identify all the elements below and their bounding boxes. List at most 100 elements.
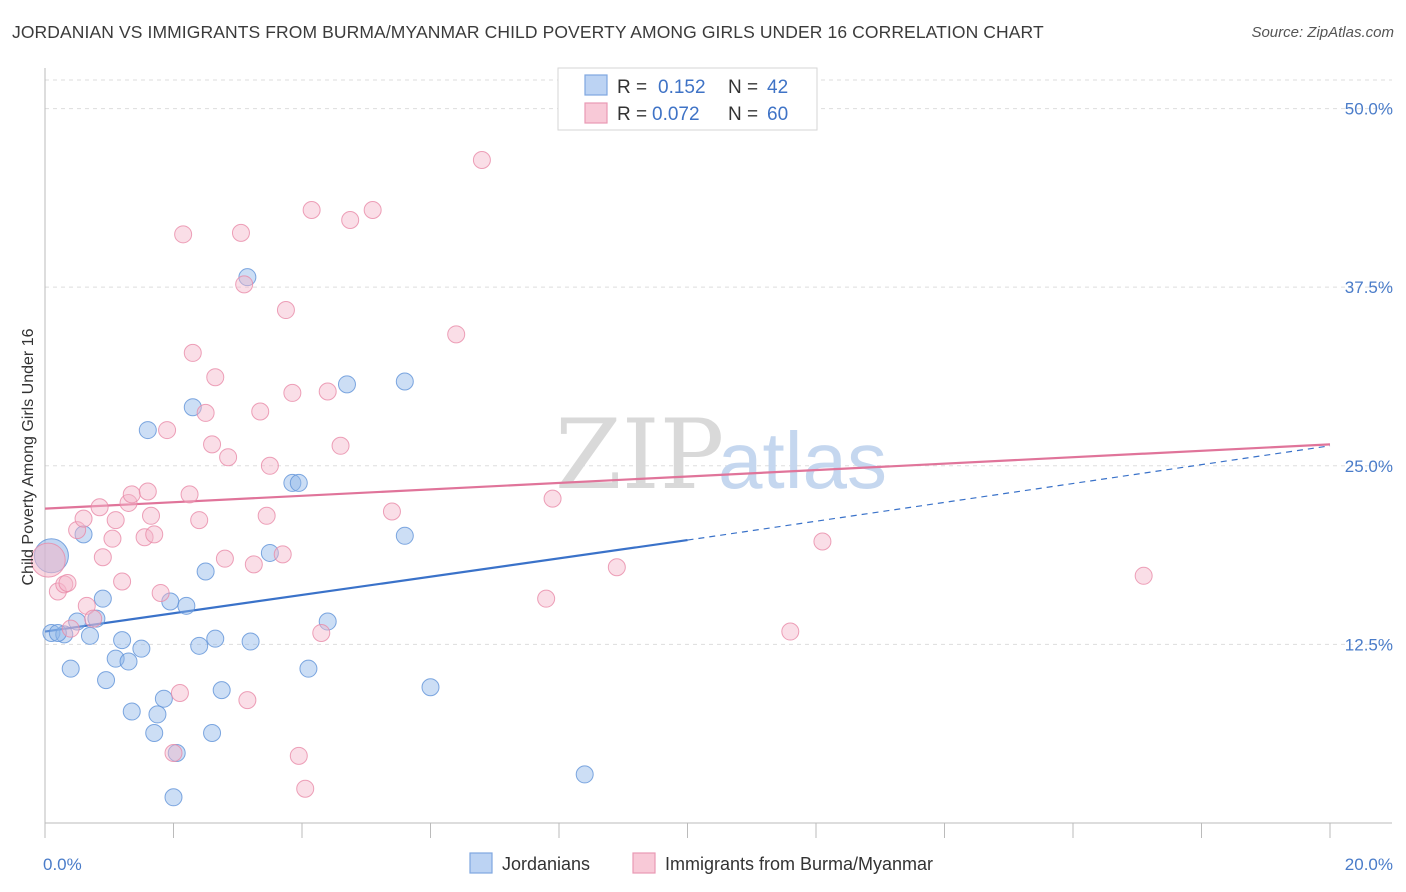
legend-n-label-2: N =	[728, 104, 758, 125]
point-burma-17	[138, 482, 157, 501]
point-burma-53	[472, 151, 491, 170]
point-burma-58	[813, 532, 832, 551]
trend-lines	[44, 443, 1331, 633]
legend-r-value-1: 0.152	[658, 77, 706, 98]
point-burma-20	[151, 583, 170, 602]
point-jordanians-12	[119, 652, 138, 671]
point-jordanians-35	[318, 612, 337, 631]
point-burma-50	[363, 201, 382, 220]
point-burma-48	[331, 436, 350, 455]
legend-n-value-1: 42	[767, 77, 788, 98]
point-burma-42	[283, 383, 302, 402]
y-tick-labels: 12.5% 25.0% 37.5% 50.0%	[1345, 100, 1393, 655]
point-burma-19	[145, 525, 164, 544]
point-burma-34	[235, 275, 254, 294]
legend-r-value-2: 0.072	[652, 104, 700, 125]
point-jordanians-21	[164, 788, 183, 807]
point-burma-30	[206, 368, 225, 387]
point-burma-27	[190, 511, 209, 530]
point-jordanians-28	[212, 681, 231, 700]
point-jordanians-9	[97, 671, 116, 690]
point-jordanians-22	[177, 596, 196, 615]
point-burma-22	[164, 743, 183, 762]
source-label: Source: ZipAtlas.com	[1251, 24, 1394, 41]
point-jordanians-32	[283, 473, 302, 492]
point-burma-37	[251, 402, 270, 421]
point-burma-21	[158, 421, 177, 440]
y-axis-label: Child Poverty Among Girls Under 16	[20, 328, 37, 585]
point-burma-39	[260, 456, 279, 475]
point-burma-2	[55, 575, 74, 594]
point-burma-5	[68, 521, 87, 540]
legend-swatch-jordanians	[584, 74, 608, 96]
point-burma-32	[219, 448, 238, 467]
point-jordanians-38	[395, 372, 414, 391]
point-jordanians-36	[337, 375, 356, 394]
point-burma-26	[183, 343, 202, 362]
trend-line-jordanians	[44, 538, 688, 633]
x-tick-label-0: 0.0%	[43, 855, 82, 874]
point-burma-6	[74, 509, 93, 528]
point-burma-11	[103, 529, 122, 548]
x-tick-label-1: 20.0%	[1345, 855, 1393, 874]
point-jordanians-24	[190, 636, 209, 655]
point-jordanians-8	[93, 589, 112, 608]
point-jordanians-34	[299, 659, 318, 678]
point-jordanians-25	[196, 562, 215, 581]
point-jordanians-33	[289, 473, 308, 492]
point-jordanians-37	[395, 526, 414, 545]
y-tick-label-3: 50.0%	[1345, 100, 1393, 119]
point-burma-54	[537, 589, 556, 608]
point-burma-33	[231, 223, 250, 242]
point-burma-12	[106, 511, 125, 530]
point-jordanians-16	[145, 723, 164, 742]
point-burma-41	[276, 301, 295, 320]
y-tick-label-2: 37.5%	[1345, 278, 1393, 297]
point-jordanians-18	[154, 689, 173, 708]
legend-r-label-2: R =	[617, 104, 647, 125]
point-burma-24	[174, 225, 193, 244]
point-jordanians-29	[241, 632, 260, 651]
point-burma-38	[257, 506, 276, 525]
point-burma-29	[203, 435, 222, 454]
point-jordanians-40	[575, 765, 594, 784]
legend-n-label-1: N =	[728, 77, 758, 98]
point-jordanians-6	[80, 626, 99, 645]
point-jordanians-1	[42, 623, 61, 642]
point-jordanians-27	[206, 629, 225, 648]
point-burma-43	[289, 746, 308, 765]
point-burma-56	[607, 558, 626, 577]
point-burma-25	[180, 485, 199, 504]
point-burma-15	[122, 485, 141, 504]
watermark-zip: ZIP	[555, 399, 724, 511]
point-burma-49	[341, 211, 360, 230]
chart-title: JORDANIAN VS IMMIGRANTS FROM BURMA/MYANM…	[12, 22, 1044, 42]
point-burma-36	[244, 555, 263, 574]
point-jordanians-15	[138, 421, 157, 440]
trend-line-jordanians-extension	[687, 445, 1331, 541]
watermark: ZIP atlas	[555, 399, 887, 511]
point-burma-59	[1134, 566, 1153, 585]
point-jordanians-3	[61, 659, 80, 678]
point-jordanians-14	[132, 639, 151, 658]
watermark-atlas: atlas	[718, 416, 887, 505]
point-jordanians-31	[260, 543, 279, 562]
legend-box: R = 0.152 N = 42 R = 0.072 N = 60	[557, 67, 818, 131]
bottom-legend: Jordanians Immigrants from Burma/Myanmar	[469, 852, 933, 874]
point-burma-40	[273, 545, 292, 564]
trend-line-burma	[44, 443, 1331, 510]
point-burma-57	[781, 622, 800, 641]
x-tick-labels: 0.0% 20.0%	[43, 855, 1393, 874]
point-burma-4	[61, 619, 80, 638]
bottom-legend-swatch-burma	[632, 852, 656, 874]
point-burma-13	[113, 572, 132, 591]
data-points	[30, 151, 1153, 807]
bottom-legend-label-burma: Immigrants from Burma/Myanmar	[665, 854, 933, 874]
point-jordanians-11	[113, 631, 132, 650]
bottom-legend-label-jordanians: Jordanians	[502, 854, 590, 874]
y-tick-label-0: 12.5%	[1345, 635, 1393, 654]
point-burma-45	[302, 201, 321, 220]
point-burma-55	[543, 489, 562, 508]
point-burma-9	[90, 498, 109, 517]
